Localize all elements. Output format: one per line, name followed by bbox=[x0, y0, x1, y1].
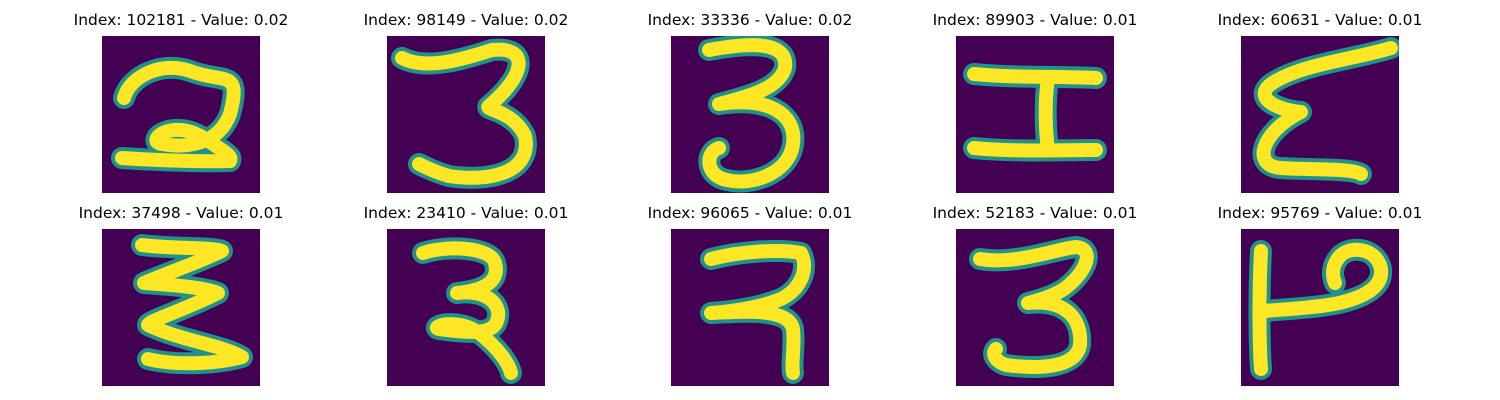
panel-title: Index: 102181 - Value: 0.02 bbox=[73, 11, 289, 29]
handwritten-glyph-image bbox=[956, 36, 1114, 193]
panel-title: Index: 52183 - Value: 0.01 bbox=[932, 204, 1138, 222]
handwritten-glyph-image bbox=[956, 229, 1114, 386]
handwritten-glyph-image bbox=[1241, 229, 1399, 386]
handwritten-glyph-image bbox=[387, 229, 545, 386]
panel-title: Index: 37498 - Value: 0.01 bbox=[78, 204, 284, 222]
handwritten-glyph-image bbox=[102, 229, 260, 386]
panel-title: Index: 60631 - Value: 0.01 bbox=[1217, 11, 1423, 29]
panel-title: Index: 33336 - Value: 0.02 bbox=[647, 11, 853, 29]
handwritten-glyph-image bbox=[387, 36, 545, 193]
panel-title: Index: 89903 - Value: 0.01 bbox=[932, 11, 1138, 29]
panel-title: Index: 95769 - Value: 0.01 bbox=[1217, 204, 1423, 222]
panel-title: Index: 98149 - Value: 0.02 bbox=[363, 11, 569, 29]
handwritten-glyph-image bbox=[1241, 36, 1399, 193]
handwritten-glyph-image bbox=[671, 229, 829, 386]
panel-title: Index: 96065 - Value: 0.01 bbox=[647, 204, 853, 222]
handwritten-glyph-image bbox=[102, 36, 260, 193]
handwritten-glyph-image bbox=[671, 36, 829, 193]
panel-title: Index: 23410 - Value: 0.01 bbox=[363, 204, 569, 222]
